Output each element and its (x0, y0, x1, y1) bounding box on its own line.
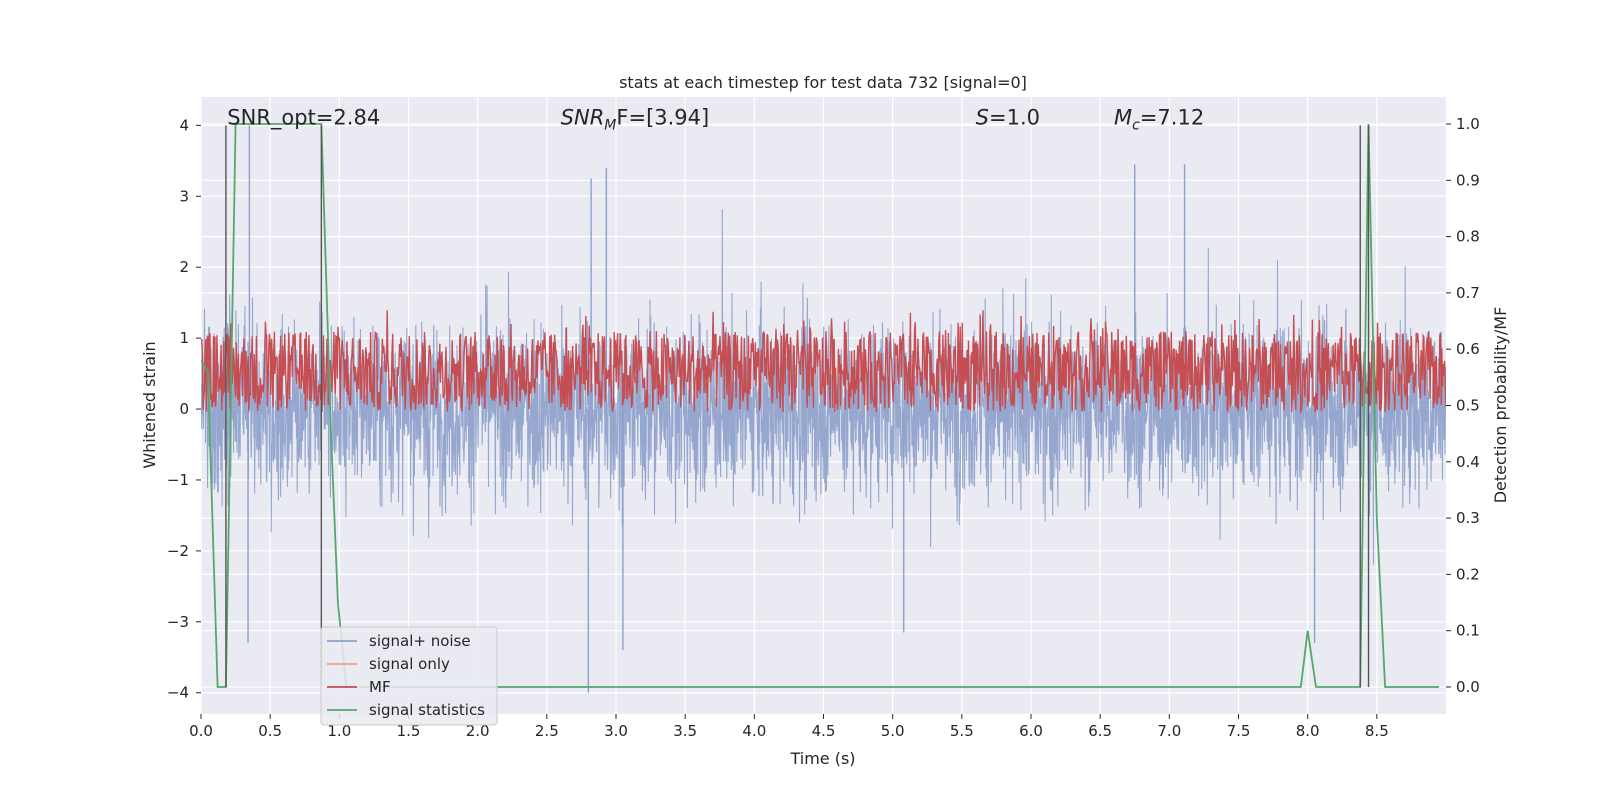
x-tick-label: 4.5 (812, 722, 836, 740)
annotation-text: SNRMF=[3.94] (561, 105, 710, 133)
legend: signal+ noise signal only MF signal statist… (320, 626, 498, 726)
y-axis-left-title: Whitened strain (140, 341, 159, 468)
x-tick-label: 8.5 (1365, 722, 1389, 740)
x-tick-label: 0.5 (258, 722, 282, 740)
y-left-tick-label: −3 (167, 613, 189, 631)
legend-label: signal only (369, 655, 450, 673)
x-tick-label: 1.0 (327, 722, 351, 740)
y-right-tick-label: 0.6 (1456, 340, 1480, 358)
mf-line (201, 310, 1446, 414)
x-tick-label: 5.5 (950, 722, 974, 740)
chart-title: stats at each timestep for test data 732… (619, 73, 1027, 92)
ticks-layer: 0.0 0.5 1.0 1.5 2.0 2.5 3.0 3.5 4.0 4.5 5.0 5.5 6.0 6… (167, 115, 1480, 740)
y-left-tick-label: 4 (179, 116, 189, 134)
y-right-tick-label: 0.8 (1456, 228, 1480, 246)
annotation-text: S=1.0 (976, 105, 1040, 129)
x-tick-label: 6.0 (1019, 722, 1043, 740)
x-tick-label: 6.5 (1088, 722, 1112, 740)
legend-label: signal+ noise (369, 632, 471, 650)
x-tick-label: 7.5 (1227, 722, 1251, 740)
annotation-text: SNR_opt=2.84 (227, 105, 380, 130)
x-tick-label: 0.0 (189, 722, 213, 740)
y-left-tick-label: 2 (179, 258, 189, 276)
x-tick-label: 3.0 (604, 722, 628, 740)
legend-label: MF (369, 678, 391, 696)
y-right-tick-label: 0.3 (1456, 509, 1480, 527)
y-left-tick-label: 0 (179, 400, 189, 418)
x-tick-label: 7.0 (1157, 722, 1181, 740)
x-tick-label: 8.0 (1296, 722, 1320, 740)
y-left-tick-label: 3 (179, 187, 189, 205)
annotation-layer: SNR_opt=2.84 SNRMF=[3.94] S=1.0 Mc=7.12 (227, 105, 1204, 133)
y-right-tick-label: 0.9 (1456, 171, 1480, 189)
annotation-text: Mc=7.12 (1114, 105, 1204, 133)
y-right-tick-label: 0.1 (1456, 622, 1480, 640)
x-tick-label: 5.0 (881, 722, 905, 740)
y-right-tick-label: 0.4 (1456, 453, 1480, 471)
y-right-tick-label: 1.0 (1456, 115, 1480, 133)
y-right-tick-label: 0.0 (1456, 678, 1480, 696)
x-tick-label: 1.5 (397, 722, 421, 740)
x-tick-label: 2.0 (466, 722, 490, 740)
x-tick-label: 3.5 (673, 722, 697, 740)
legend-label: signal statistics (369, 701, 485, 719)
y-axis-right-title: Detection probability/MF (1491, 307, 1510, 504)
x-tick-label: 4.0 (742, 722, 766, 740)
x-axis-title: Time (s) (789, 749, 855, 768)
y-right-tick-label: 0.7 (1456, 284, 1480, 302)
y-left-tick-label: −1 (167, 471, 189, 489)
legend-box (320, 626, 498, 726)
x-tick-label: 2.5 (535, 722, 559, 740)
y-left-tick-label: 1 (179, 329, 189, 347)
y-right-tick-label: 0.5 (1456, 397, 1480, 415)
marker-layer (225, 125, 1370, 687)
y-right-tick-label: 0.2 (1456, 565, 1480, 583)
y-left-tick-label: −2 (167, 542, 189, 560)
y-left-tick-label: −4 (167, 684, 189, 702)
